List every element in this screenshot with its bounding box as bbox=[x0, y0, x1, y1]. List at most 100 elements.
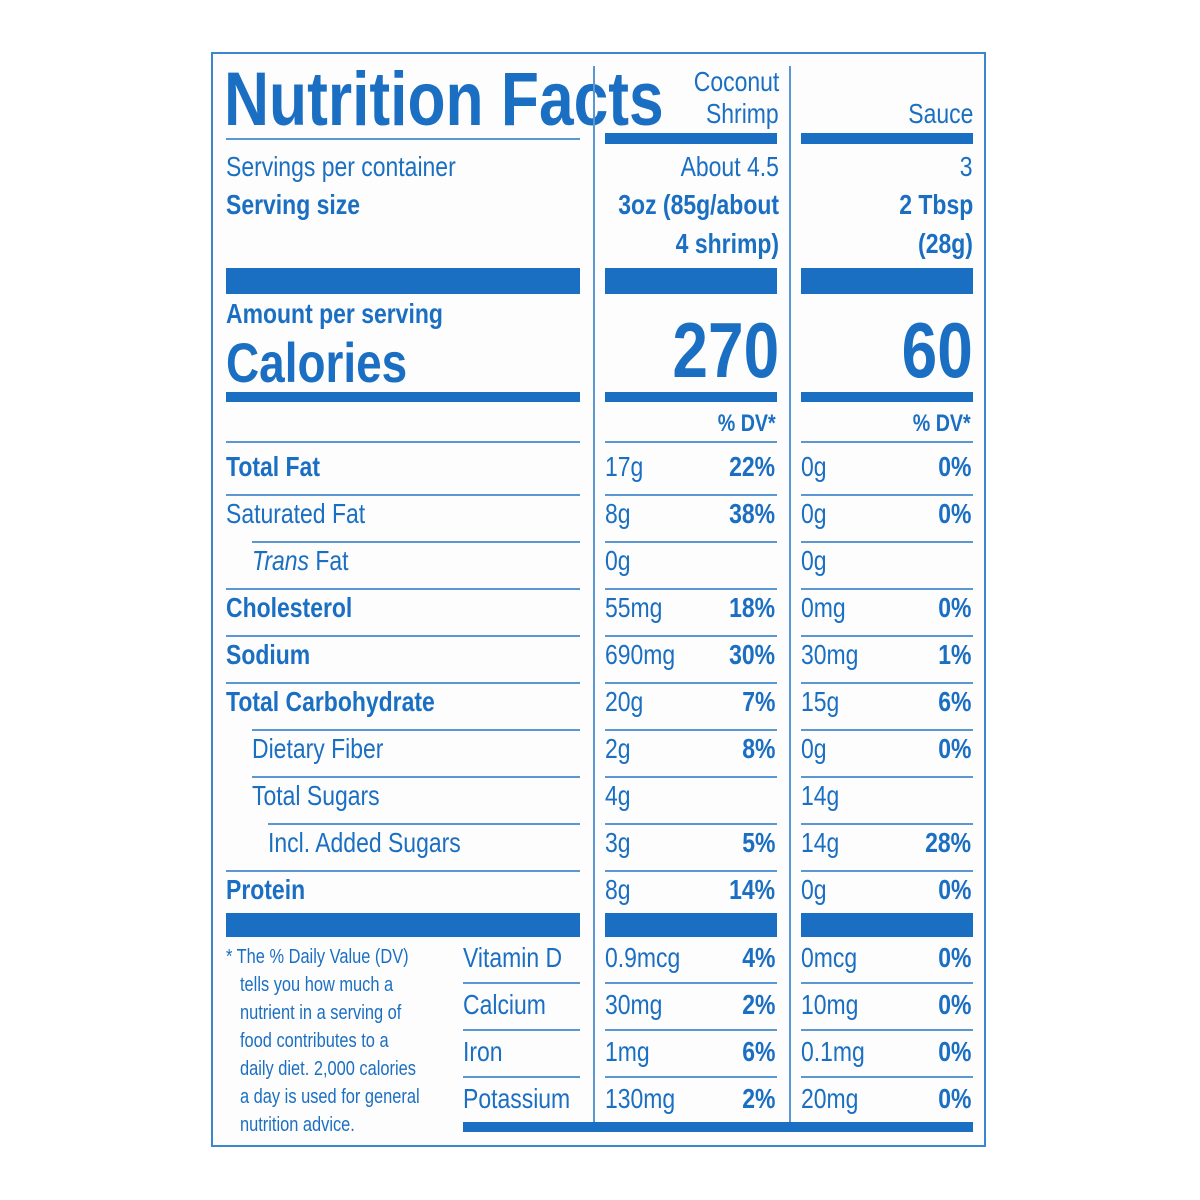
nutrition-label bbox=[211, 52, 986, 1147]
col2-amount: 0g bbox=[801, 498, 827, 529]
col2-amount: 0g bbox=[801, 733, 827, 764]
col1-amount: 20g bbox=[605, 686, 644, 717]
vitamin-name: Iron bbox=[463, 1036, 503, 1067]
nutrient-name: Trans Fat bbox=[252, 545, 349, 576]
footnote-line: tells you how much a bbox=[240, 974, 394, 996]
vitamin-name: Potassium bbox=[463, 1083, 571, 1114]
col1-calories: 270 bbox=[672, 306, 779, 394]
divider bbox=[605, 494, 777, 496]
col2-amount: 14g bbox=[801, 780, 840, 811]
col1-servings: About 4.5 bbox=[680, 151, 779, 182]
col1-dv: 8% bbox=[741, 733, 775, 764]
calories-label: Calories bbox=[226, 331, 408, 394]
divider bbox=[226, 494, 580, 496]
servings-label: Servings per container bbox=[226, 151, 456, 182]
label-title: Nutrition Facts bbox=[224, 57, 664, 142]
col1-amount: 1mg bbox=[605, 1036, 650, 1067]
column-divider bbox=[789, 66, 791, 1126]
divider bbox=[801, 729, 973, 731]
divider bbox=[605, 541, 777, 543]
divider bbox=[801, 776, 973, 778]
col1-amount: 8g bbox=[605, 498, 631, 529]
nutrient-name: Incl. Added Sugars bbox=[268, 827, 461, 858]
col2-amount: 0.1mg bbox=[801, 1036, 865, 1067]
bar bbox=[801, 913, 973, 937]
divider bbox=[226, 441, 580, 443]
col1-dv: 18% bbox=[729, 592, 775, 623]
footnote-line: nutrient in a serving of bbox=[240, 1002, 402, 1024]
divider bbox=[801, 494, 973, 496]
divider bbox=[605, 441, 777, 443]
footnote-line: a day is used for general bbox=[240, 1086, 420, 1108]
col1-dv: 2% bbox=[741, 1083, 775, 1114]
nutrient-name: Total Fat bbox=[226, 451, 320, 482]
divider bbox=[463, 982, 580, 984]
bar bbox=[226, 913, 580, 937]
col2-dv: 1% bbox=[937, 639, 971, 670]
col2-serving-size: (28g) bbox=[918, 228, 973, 259]
divider bbox=[605, 588, 777, 590]
col1-dv-header: % DV* bbox=[718, 410, 776, 437]
vitamin-name: Calcium bbox=[463, 989, 546, 1020]
col1-dv: 30% bbox=[729, 639, 775, 670]
col1-amount: 3g bbox=[605, 827, 631, 858]
col2-calories: 60 bbox=[901, 306, 973, 394]
col1-amount: 690mg bbox=[605, 639, 676, 670]
col2-dv: 6% bbox=[937, 686, 971, 717]
nutrient-name: Saturated Fat bbox=[226, 498, 366, 529]
col2-servings: 3 bbox=[960, 151, 973, 182]
divider bbox=[605, 776, 777, 778]
nutrient-name: Protein bbox=[226, 874, 306, 905]
col2-amount: 0g bbox=[801, 545, 827, 576]
bar bbox=[605, 133, 777, 144]
divider bbox=[801, 682, 973, 684]
col1-serving-size: 3oz (85g/about bbox=[618, 189, 779, 220]
divider bbox=[268, 823, 580, 825]
col1-amount: 0.9mcg bbox=[605, 942, 681, 973]
serving-size-label: Serving size bbox=[226, 189, 360, 220]
col1-dv: 2% bbox=[741, 989, 775, 1020]
col2-amount: 0g bbox=[801, 874, 827, 905]
divider bbox=[226, 682, 580, 684]
bar bbox=[801, 133, 973, 144]
col2-dv: 0% bbox=[937, 498, 971, 529]
col2-amount: 15g bbox=[801, 686, 840, 717]
col2-name: Sauce bbox=[907, 98, 973, 129]
divider bbox=[463, 1029, 580, 1031]
col1-amount: 2g bbox=[605, 733, 631, 764]
footnote-line: food contributes to a bbox=[240, 1030, 389, 1052]
bar bbox=[226, 392, 580, 402]
divider bbox=[226, 588, 580, 590]
bar bbox=[801, 268, 973, 294]
col2-amount: 14g bbox=[801, 827, 840, 858]
bar bbox=[463, 1122, 973, 1132]
col2-dv: 0% bbox=[937, 942, 971, 973]
col1-amount: 8g bbox=[605, 874, 631, 905]
bar bbox=[605, 268, 777, 294]
nutrient-name: Total Carbohydrate bbox=[226, 686, 435, 717]
col2-dv-header: % DV* bbox=[913, 410, 971, 437]
col2-amount: 10mg bbox=[801, 989, 859, 1020]
divider bbox=[226, 635, 580, 637]
footnote-line: nutrition advice. bbox=[240, 1114, 355, 1136]
col2-dv: 0% bbox=[937, 451, 971, 482]
col2-amount: 0mg bbox=[801, 592, 846, 623]
nutrient-name: Dietary Fiber bbox=[252, 733, 384, 764]
col2-dv: 0% bbox=[937, 874, 971, 905]
col1-amount: 0g bbox=[605, 545, 631, 576]
divider bbox=[605, 682, 777, 684]
divider bbox=[605, 1076, 777, 1078]
col2-amount: 30mg bbox=[801, 639, 859, 670]
col1-dv: 14% bbox=[729, 874, 775, 905]
column-divider bbox=[593, 66, 595, 1126]
col1-dv: 22% bbox=[729, 451, 775, 482]
bar bbox=[605, 913, 777, 937]
col1-dv: 5% bbox=[741, 827, 775, 858]
divider bbox=[801, 541, 973, 543]
divider bbox=[801, 441, 973, 443]
col2-dv: 0% bbox=[937, 592, 971, 623]
divider bbox=[605, 870, 777, 872]
col2-amount: 20mg bbox=[801, 1083, 859, 1114]
divider bbox=[605, 729, 777, 731]
col2-dv: 0% bbox=[937, 733, 971, 764]
